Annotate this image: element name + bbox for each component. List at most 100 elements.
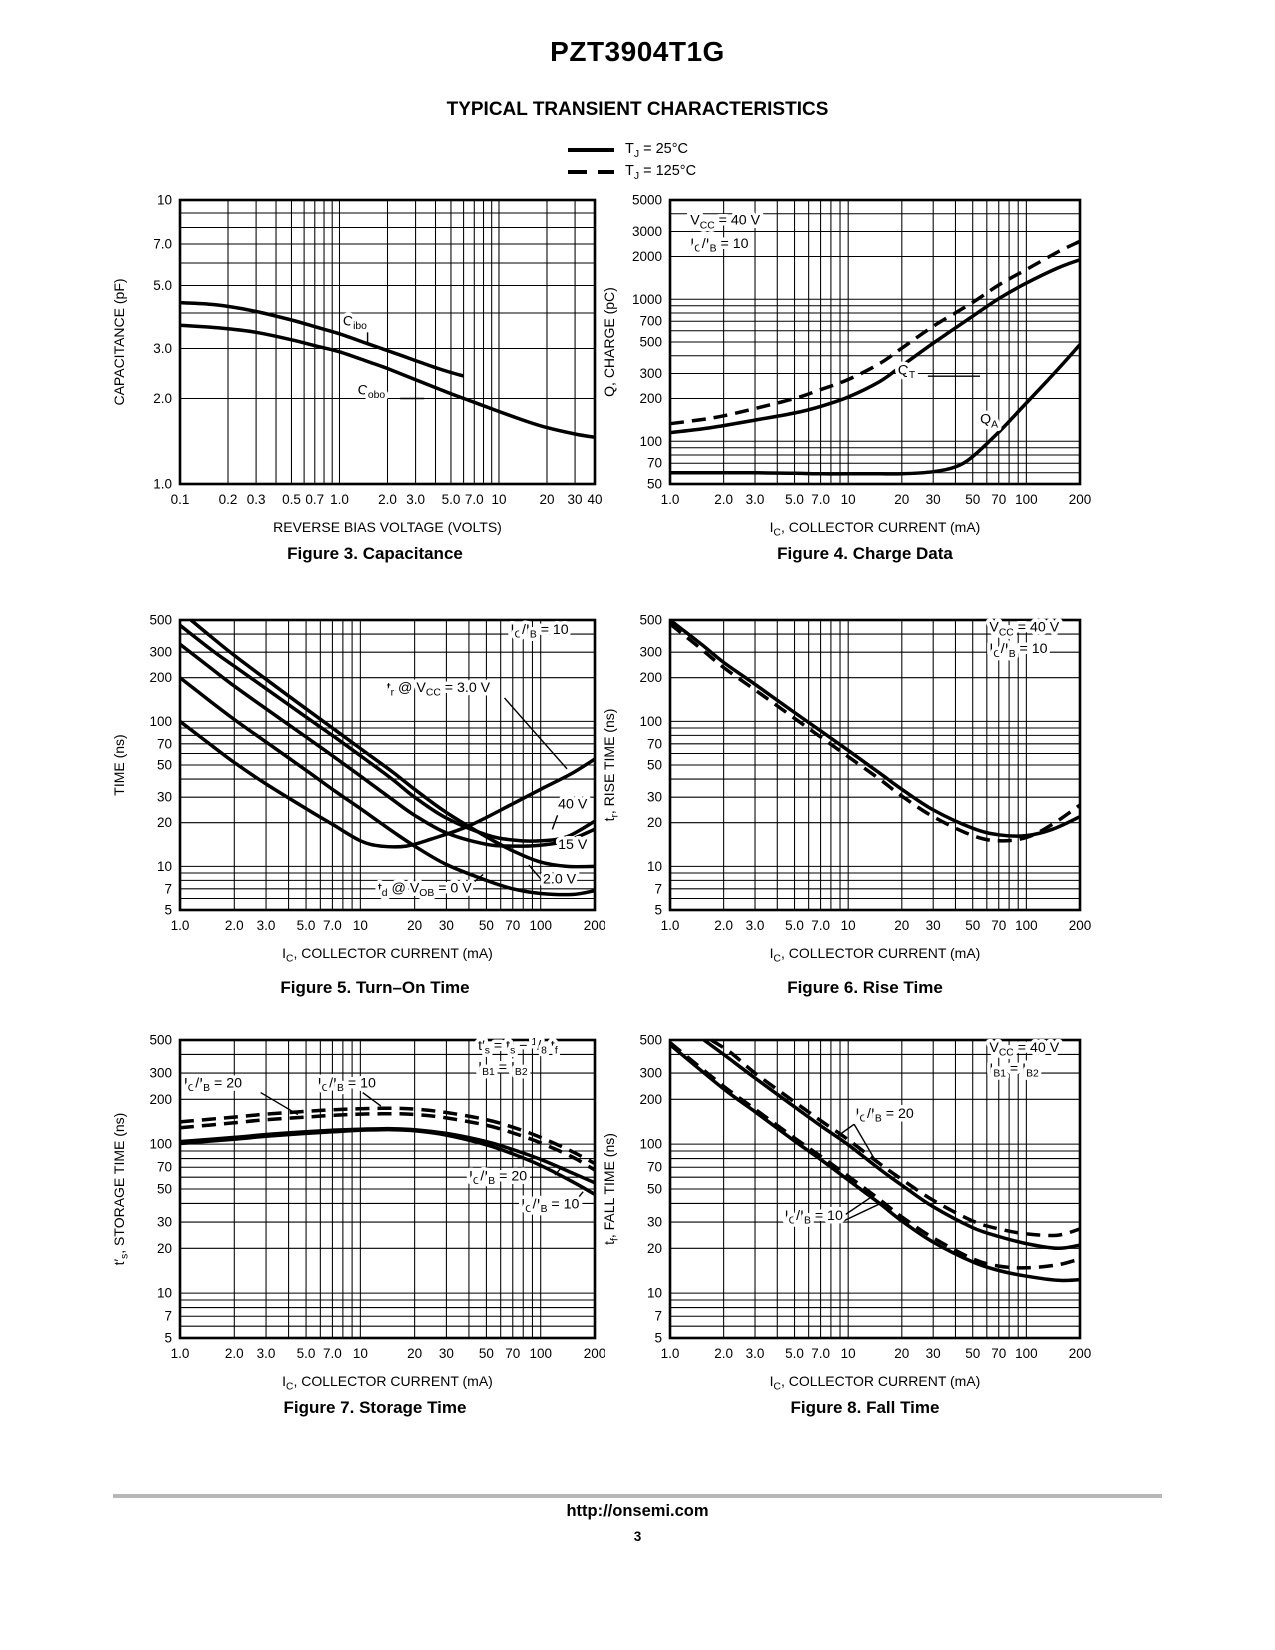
annotation-leader <box>836 1123 855 1138</box>
svg-text:3.0: 3.0 <box>257 918 276 933</box>
annotation-leader <box>503 697 568 770</box>
svg-text:10: 10 <box>353 1346 368 1361</box>
series-ts_125C_IcIb20 <box>179 1111 596 1172</box>
annotation-leader <box>853 1123 875 1159</box>
annotation-leader <box>843 1195 874 1217</box>
svg-text:50: 50 <box>479 918 494 933</box>
annotation-label: tr @ VCC = 3.0 V <box>387 680 491 699</box>
annotation-leader <box>574 1191 584 1203</box>
svg-text:1.0: 1.0 <box>661 918 680 933</box>
series-td_VOB_2V <box>189 618 596 869</box>
svg-text:70: 70 <box>505 1346 520 1361</box>
svg-text:5.0: 5.0 <box>785 492 804 507</box>
svg-text:5.0: 5.0 <box>442 492 461 507</box>
y-tick-labels: 5 7 10 20 30 50 70 100 200 300 500 <box>639 1033 662 1346</box>
svg-text:100: 100 <box>1015 918 1038 933</box>
y-tick-labels: 5 7 10 20 30 50 70 100 200 300 500 <box>639 613 662 918</box>
annotation-label: td @ VOB = 0 V <box>378 881 472 900</box>
svg-text:70: 70 <box>647 1160 662 1175</box>
annotation-label: VCC = 40 V <box>989 620 1059 639</box>
annotations: VCC = 40 V IB1 = IB2 IC/IB = 20 IC/IB = 10 <box>781 1037 1063 1230</box>
svg-text:5.0: 5.0 <box>785 918 804 933</box>
svg-text:100: 100 <box>529 1346 552 1361</box>
svg-text:300: 300 <box>639 366 662 381</box>
rise-time-chart-canvas: 1.0 2.0 3.0 5.0 7.0 10 20 30 50 70 100 200571020305… <box>601 613 1092 965</box>
svg-text:5: 5 <box>654 903 662 918</box>
figure-5-turn-on-time: 1.0 2.0 3.0 5.0 7.0 10 20 30 50 70 100 200 5 7 10 20 30 5… <box>95 610 605 992</box>
series-tf_125C_IcIb10 <box>669 1041 1081 1270</box>
svg-text:7: 7 <box>164 1309 172 1324</box>
annotation-label: IC/IB = 10 <box>989 641 1047 660</box>
svg-text:200: 200 <box>1069 1346 1092 1361</box>
svg-text:10: 10 <box>157 1286 172 1301</box>
y-axis-title: TIME (ns) <box>111 734 127 795</box>
x-axis-title: IC, COLLECTOR CURRENT (mA) <box>770 1373 981 1393</box>
x-tick-labels: 1.0 2.0 3.0 5.0 7.0 10 20 30 50 70 100 200 <box>661 1346 1092 1361</box>
svg-text:3.0: 3.0 <box>406 492 425 507</box>
page-number: 3 <box>633 1529 642 1544</box>
annotation-label: VCC = 40 V <box>989 1040 1059 1059</box>
series-ts_125C_IcIb10 <box>179 1106 596 1166</box>
solid-line-swatch <box>568 148 614 152</box>
annotations: Cibo Cobo <box>339 310 425 404</box>
svg-text:20: 20 <box>894 1346 909 1361</box>
svg-text:10: 10 <box>491 492 506 507</box>
footer-divider <box>113 1494 1162 1498</box>
series-curves <box>179 1106 596 1196</box>
annotation-label: IB1 = IB2 <box>989 1061 1039 1080</box>
svg-text:3.0: 3.0 <box>746 918 765 933</box>
svg-text:7: 7 <box>654 881 662 896</box>
svg-text:0.1: 0.1 <box>171 492 190 507</box>
svg-text:50: 50 <box>647 1182 662 1197</box>
svg-text:3.0: 3.0 <box>746 492 765 507</box>
y-tick-labels: 50 70 100 200 300 500 700 1000 2000 3000 5000 <box>632 193 662 492</box>
grid-lines <box>180 1040 595 1338</box>
series-td_VOB_0V <box>179 676 596 897</box>
plot-border <box>178 1038 597 1340</box>
plot-border <box>668 1038 1082 1340</box>
svg-text:20: 20 <box>647 1241 662 1256</box>
svg-text:100: 100 <box>1015 492 1038 507</box>
figure-3-capacitance: 0.1 0.2 0.3 0.5 0.7 1.0 2.0 3.0 5.0 7.0 10 20 30 40 1.… <box>95 190 605 562</box>
svg-text:10: 10 <box>841 918 856 933</box>
svg-text:500: 500 <box>639 1033 662 1048</box>
svg-text:30: 30 <box>439 918 454 933</box>
svg-text:10: 10 <box>157 859 172 874</box>
svg-text:50: 50 <box>647 758 662 773</box>
svg-text:0.7: 0.7 <box>305 492 324 507</box>
svg-text:50: 50 <box>157 758 172 773</box>
x-tick-labels: 1.0 2.0 3.0 5.0 7.0 10 20 30 50 70 100 200 <box>661 918 1092 933</box>
x-tick-labels: 0.1 0.2 0.3 0.5 0.7 1.0 2.0 3.0 5.0 7.0 10 20 30 40 <box>171 492 603 507</box>
svg-text:5.0: 5.0 <box>297 1346 316 1361</box>
legend-item-tj125: TJ = 125°C <box>568 161 696 183</box>
annotation-label: IC/IB = 10 <box>785 1208 843 1227</box>
svg-text:5.0: 5.0 <box>297 918 316 933</box>
figure-5-caption: Figure 5. Turn–On Time <box>280 978 470 997</box>
series-curves <box>669 618 1081 843</box>
svg-text:3.0: 3.0 <box>257 1346 276 1361</box>
svg-text:7: 7 <box>654 1309 662 1324</box>
capacitance-chart-canvas: 0.1 0.2 0.3 0.5 0.7 1.0 2.0 3.0 5.0 7.0 10 20 30 40 1.… <box>111 193 603 536</box>
svg-text:200: 200 <box>584 1346 605 1361</box>
svg-text:7.0: 7.0 <box>323 918 342 933</box>
annotation-label: IC/IB = 20 <box>469 1169 527 1188</box>
fall-time-chart-canvas: 1.0 2.0 3.0 5.0 7.0 10 20 30 50 70 100 200571020305… <box>601 1033 1092 1393</box>
svg-text:10: 10 <box>157 193 172 208</box>
svg-text:100: 100 <box>639 714 662 729</box>
svg-text:20: 20 <box>407 918 422 933</box>
svg-text:2.0: 2.0 <box>378 492 397 507</box>
series-tr_125C <box>669 622 1081 843</box>
y-axis-title: t′s, STORAGE TIME (ns) <box>111 1113 131 1266</box>
figure-7-storage-time: 1.0 2.0 3.0 5.0 7.0 10 20 30 50 70 100 200 5 7 10 20 30 5… <box>95 1030 605 1422</box>
svg-text:70: 70 <box>991 492 1006 507</box>
series-tr_VCC_3V <box>179 720 596 849</box>
annotation-label: Cobo <box>358 382 386 401</box>
svg-text:200: 200 <box>584 918 605 933</box>
annotation-leader <box>362 1091 382 1107</box>
svg-text:3.0: 3.0 <box>746 1346 765 1361</box>
svg-text:50: 50 <box>479 1346 494 1361</box>
series-curves <box>179 618 596 897</box>
svg-text:300: 300 <box>149 1066 172 1081</box>
svg-text:50: 50 <box>157 1182 172 1197</box>
series-tf_125C_IcIb20 <box>710 1038 1081 1238</box>
